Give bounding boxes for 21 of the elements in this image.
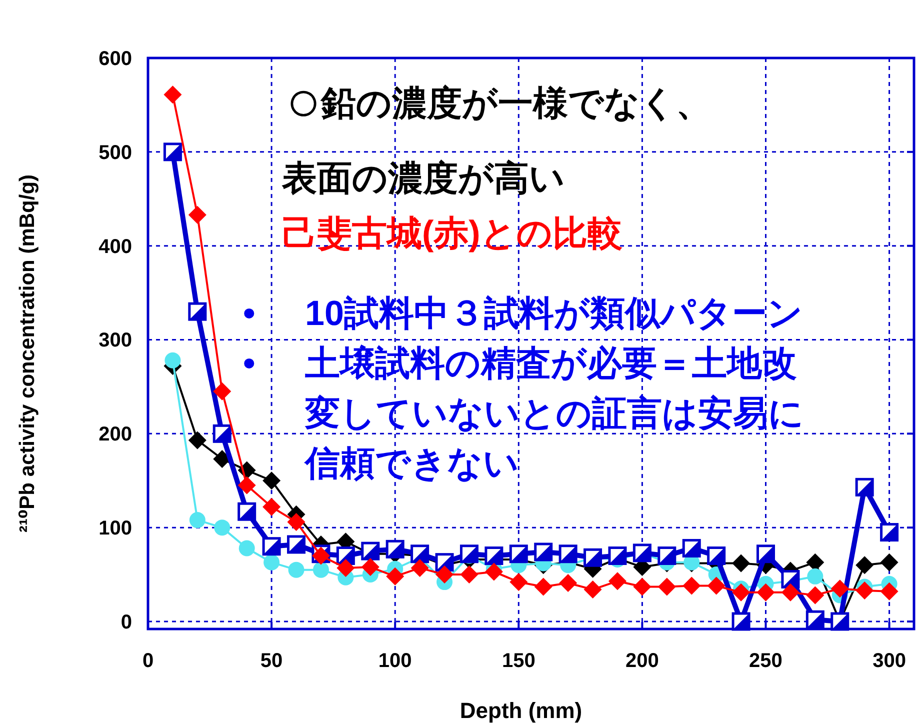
y-tick-label: 500 [98,142,132,164]
x-tick-label: 300 [872,650,906,672]
x-tick-label: 50 [260,650,283,672]
annotation: 表面の濃度が高い [281,159,565,198]
text: • 土壌試料の精査が必要＝土地改変していないとの証言は安易に信頼できない [243,344,804,483]
x-tick-label: 150 [502,650,536,672]
x-tick-label: 250 [749,650,782,672]
x-tick-label: 0 [142,650,154,672]
annotation: ○鉛の濃度が一様でなく、 [286,69,712,134]
y-tick-label: 100 [98,518,132,540]
x-tick-label: 100 [378,650,412,672]
x-axis-title: Depth (mm) [460,698,582,723]
text: • 10試料中３試料が類似パターン [243,294,803,333]
y-tick-label: 300 [98,330,132,352]
x-tick-label: 200 [626,650,659,672]
y-tick-label: 200 [98,424,132,446]
y-axis-title: ²¹⁰Pb activity concentration (mBq/g) [16,174,39,533]
y-tick-label: 0 [120,611,132,634]
annotation: 己斐古城(赤)との比較 [282,214,622,253]
y-tick-label: 600 [98,48,132,70]
y-tick-label: 400 [98,236,132,258]
